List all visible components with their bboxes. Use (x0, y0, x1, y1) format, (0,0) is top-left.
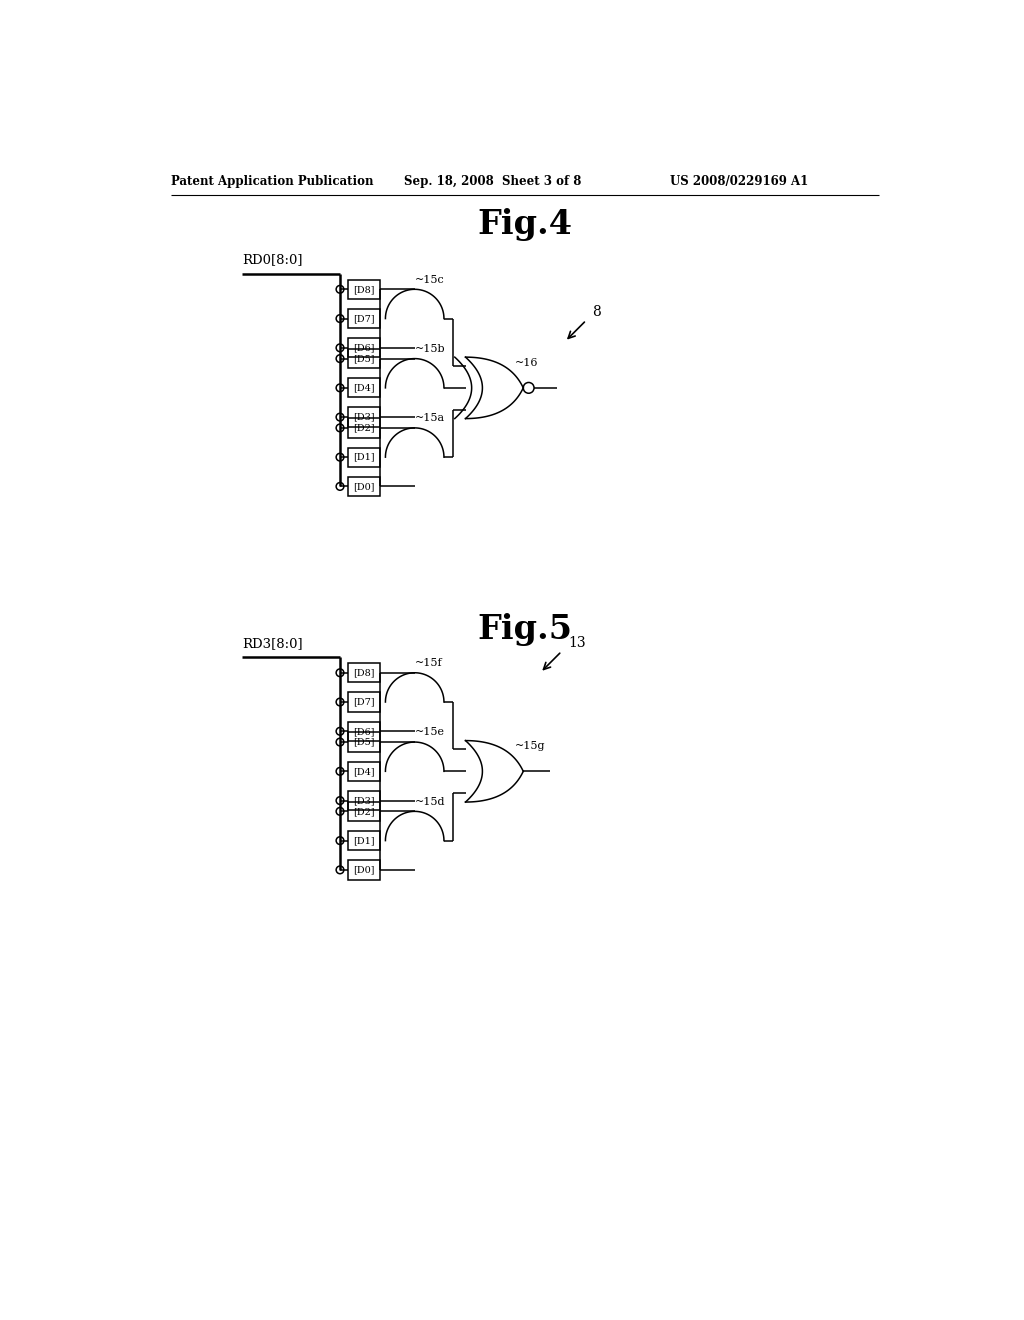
Bar (348, 379, 380, 397)
Bar (348, 408, 380, 426)
Circle shape (336, 483, 344, 490)
Text: [D2]: [D2] (353, 807, 375, 816)
Bar (348, 693, 380, 711)
Text: [D2]: [D2] (353, 424, 375, 433)
Circle shape (336, 453, 344, 461)
Circle shape (336, 413, 344, 421)
Circle shape (336, 384, 344, 392)
Circle shape (336, 285, 344, 293)
Bar (348, 418, 380, 437)
Bar (348, 280, 380, 298)
Text: Patent Application Publication: Patent Application Publication (171, 176, 373, 189)
Text: [D7]: [D7] (353, 697, 375, 706)
Text: Fig.4: Fig.4 (477, 209, 572, 242)
Circle shape (336, 767, 344, 775)
Text: ~15f: ~15f (415, 659, 442, 668)
Text: [D7]: [D7] (353, 314, 375, 323)
Text: [D0]: [D0] (353, 482, 375, 491)
Bar (348, 447, 380, 467)
Text: [D1]: [D1] (353, 836, 375, 845)
Circle shape (523, 383, 535, 393)
Text: 8: 8 (593, 305, 601, 318)
Bar (348, 722, 380, 741)
Text: [D0]: [D0] (353, 866, 375, 874)
Text: [D1]: [D1] (353, 453, 375, 462)
Circle shape (336, 866, 344, 874)
Circle shape (336, 738, 344, 746)
Bar (348, 663, 380, 682)
Text: [D8]: [D8] (353, 285, 375, 294)
Text: ~15a: ~15a (415, 413, 444, 424)
Bar (348, 832, 380, 850)
Circle shape (336, 314, 344, 322)
Text: ~15b: ~15b (415, 345, 445, 354)
Circle shape (336, 808, 344, 816)
Text: [D4]: [D4] (353, 767, 375, 776)
Bar (348, 801, 380, 821)
Circle shape (336, 669, 344, 677)
Text: ~15d: ~15d (415, 797, 445, 807)
Bar (348, 477, 380, 496)
Text: ~15c: ~15c (415, 275, 444, 285)
Text: ~15g: ~15g (515, 742, 545, 751)
Text: Fig.5: Fig.5 (477, 612, 572, 645)
Text: ~15e: ~15e (415, 727, 444, 738)
Text: [D6]: [D6] (353, 727, 375, 735)
Circle shape (336, 797, 344, 804)
Bar (348, 309, 380, 329)
Bar (348, 348, 380, 368)
Bar (348, 762, 380, 781)
Circle shape (336, 727, 344, 735)
Text: [D3]: [D3] (353, 413, 375, 421)
Text: [D3]: [D3] (353, 796, 375, 805)
Bar (348, 338, 380, 358)
Circle shape (336, 355, 344, 363)
Circle shape (336, 424, 344, 432)
Text: Sep. 18, 2008  Sheet 3 of 8: Sep. 18, 2008 Sheet 3 of 8 (403, 176, 582, 189)
Circle shape (336, 698, 344, 706)
Text: [D4]: [D4] (353, 383, 375, 392)
Bar (348, 791, 380, 810)
Text: [D6]: [D6] (353, 343, 375, 352)
Bar (348, 861, 380, 879)
Circle shape (336, 837, 344, 845)
Text: [D5]: [D5] (353, 738, 375, 747)
Text: RD0[8:0]: RD0[8:0] (243, 253, 303, 267)
Bar (348, 733, 380, 751)
Text: ~16: ~16 (515, 358, 538, 368)
Text: RD3[8:0]: RD3[8:0] (243, 636, 303, 649)
Text: US 2008/0229169 A1: US 2008/0229169 A1 (670, 176, 808, 189)
Circle shape (336, 345, 344, 351)
Text: 13: 13 (568, 636, 586, 649)
Text: [D5]: [D5] (353, 354, 375, 363)
Text: [D8]: [D8] (353, 668, 375, 677)
